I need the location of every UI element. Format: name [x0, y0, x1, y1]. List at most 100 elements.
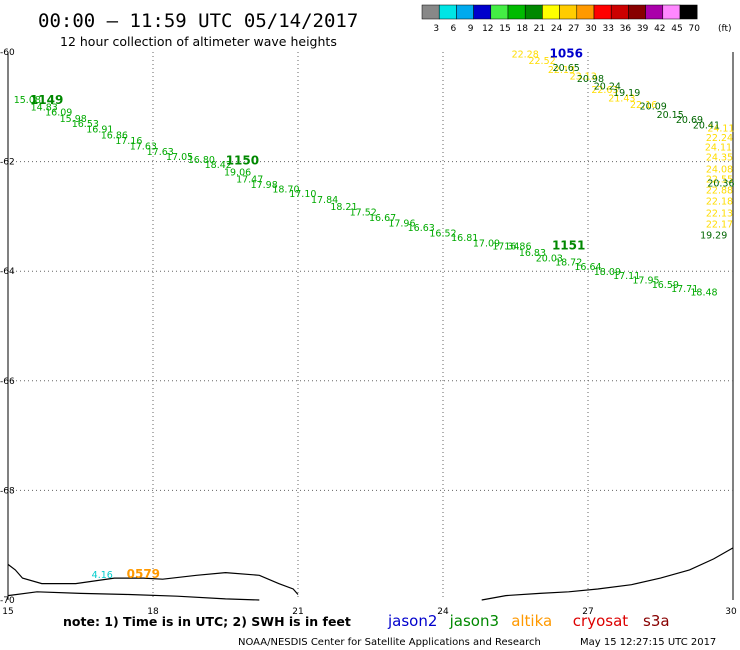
wave-height-label: 20.69 [676, 115, 703, 126]
scale-swatch [490, 4, 509, 20]
pass-id-label: 1150 [226, 153, 259, 167]
wave-height-label: 17.05 [166, 152, 193, 163]
pass-labels: 1149 1150 1151 1056 0579 [30, 46, 585, 581]
scale-swatch [679, 4, 698, 20]
footer-note: note: 1) Time is in UTC; 2) SWH is in fe… [63, 614, 351, 629]
satellite-legend-cryosat: cryosat [573, 612, 628, 630]
scale-tick-label: 21 [534, 24, 545, 34]
wave-height-label: 16.09 [45, 108, 72, 119]
footer-timestamp: May 15 12:27:15 UTC 2017 [580, 637, 716, 648]
wave-height-label: 16.80 [188, 155, 215, 166]
wave-height-label: 17.11 [613, 271, 640, 282]
scale-swatch [593, 4, 612, 20]
scale-swatch [473, 4, 492, 20]
scale-swatch [507, 4, 526, 20]
wave-height-label: 17.34 [492, 241, 519, 252]
wave-height-label: 16.86 [504, 241, 531, 252]
wave-height-label: 17.16 [115, 136, 142, 147]
x-tick-label: 30 [725, 607, 737, 617]
wave-height-label: 22.55 [706, 174, 733, 185]
scale-tick-label: 39 [637, 24, 649, 34]
wave-height-label: 17.47 [236, 174, 263, 185]
wave-height-label: 18.70 [272, 184, 299, 195]
wave-height-label: 16.64 [574, 262, 601, 273]
footer-credit: NOAA/NESDIS Center for Satellite Applica… [238, 637, 541, 648]
scale-swatch [559, 4, 578, 20]
wave-height-label: 14.83 [31, 103, 58, 114]
scale-swatch [438, 4, 457, 20]
plot-area [7, 52, 734, 600]
wave-height-label: 22.17 [706, 219, 733, 230]
scale-tick-label: 18 [516, 24, 528, 34]
scale-tick-label: 3 [433, 24, 439, 34]
wave-height-label: 18.09 [594, 267, 621, 278]
wave-height-label: 19.06 [224, 167, 251, 178]
scale-unit-label: (ft) [718, 24, 732, 34]
y-tick-label: -60 [0, 48, 15, 58]
wave-height-label: 17.84 [311, 195, 338, 206]
y-tick-label: -66 [0, 377, 15, 387]
x-tick-label: 24 [437, 607, 449, 617]
wave-height-label: 16.59 [652, 280, 679, 291]
wave-height-label: 20.65 [553, 63, 580, 74]
scale-tick-label: 42 [654, 24, 665, 34]
scale-tick-label: 27 [568, 24, 579, 34]
scale-tick-label: 36 [620, 24, 632, 34]
wave-height-label: 16.81 [451, 233, 478, 244]
wave-height-label: 24.35 [706, 153, 733, 164]
scale-tick-label: 24 [551, 24, 563, 34]
wave-height-label: 15.98 [60, 114, 87, 125]
wave-height-label: 24.08 [706, 165, 733, 176]
satellite-legend: jason2 jason3 altika cryosat s3a [387, 612, 670, 630]
satellite-legend-jason3: jason3 [449, 612, 499, 630]
scale-tick-label: 70 [688, 24, 700, 34]
wave-height-label: 19.19 [613, 88, 640, 99]
wave-height-label: 17.63 [147, 147, 174, 158]
wave-height-label: 16.83 [519, 248, 546, 259]
wave-height-label: 20.15 [657, 110, 684, 121]
wave-height-label: 21.43 [608, 93, 635, 104]
scale-swatch [456, 4, 474, 20]
scale-tick-label: 15 [499, 24, 510, 34]
scale-tick-label: 33 [602, 24, 613, 34]
pass-id-label: 1151 [552, 238, 585, 252]
wave-height-label: 22.24 [706, 133, 733, 144]
wave-height-label: 16.52 [429, 229, 456, 240]
scale-swatch [645, 4, 664, 20]
scale-swatch [542, 4, 560, 20]
wave-height-label: 17.63 [130, 142, 157, 153]
x-axis-ticks: 15 18 21 24 27 30 [2, 607, 737, 617]
wave-height-label: 22.52 [528, 56, 555, 67]
color-scale-legend: 3 6 9 12 15 18 21 24 27 30 33 36 39 42 45 70 [421, 4, 700, 34]
wave-height-label: 24.11 [707, 123, 734, 134]
wave-height-label: 24.11 [705, 143, 732, 154]
scale-tick-label: 45 [671, 24, 682, 34]
x-tick-label: 15 [2, 607, 13, 617]
wave-height-label: 16.91 [86, 125, 113, 136]
wave-height-label: 17.96 [388, 218, 415, 229]
wave-height-label: 16.63 [408, 223, 435, 234]
x-tick-label: 27 [582, 607, 593, 617]
satellite-legend-jason2: jason2 [387, 612, 437, 630]
wave-height-label: 18.42 [205, 160, 232, 171]
wave-height-label: 20.03 [536, 253, 563, 264]
scale-tick-label: 30 [585, 24, 597, 34]
wave-height-label: 17.95 [632, 275, 659, 286]
wave-height-label: 22.16 [630, 100, 657, 111]
wave-height-label: 16.53 [72, 119, 99, 130]
coastline-segment [7, 563, 299, 595]
wave-height-label: 18.72 [555, 258, 582, 269]
wave-height-label: 22.63 [591, 85, 618, 96]
wave-height-label: 17.10 [289, 189, 316, 200]
wave-height-label: 17.98 [251, 180, 278, 191]
wave-height-label: 17.52 [350, 207, 377, 218]
wave-height-label: 23.13 [570, 71, 597, 82]
wave-height-label: 18.48 [690, 287, 717, 298]
wave-height-label: 20.41 [693, 121, 720, 132]
scale-swatch [421, 4, 440, 20]
scale-swatch [662, 4, 681, 20]
y-tick-label: -64 [0, 267, 15, 277]
wave-height-label: 22.88 [706, 185, 733, 196]
wave-height-label: 20.24 [594, 81, 621, 92]
wave-height-label: 20.98 [577, 74, 604, 85]
